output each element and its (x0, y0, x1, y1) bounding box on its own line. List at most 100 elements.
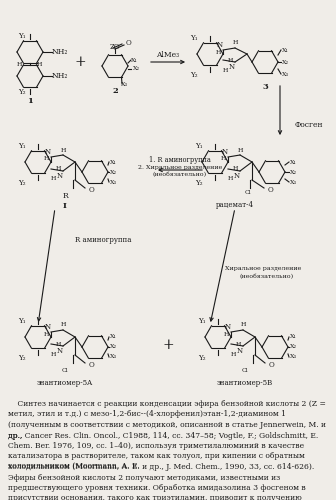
Text: H: H (230, 352, 236, 356)
Text: N: N (57, 347, 63, 355)
Text: N: N (222, 148, 228, 156)
Text: O: O (126, 39, 132, 47)
Text: 2: 2 (112, 87, 118, 95)
Text: H: H (227, 58, 233, 62)
Text: H: H (215, 50, 221, 54)
Text: X₂: X₂ (133, 66, 140, 70)
Text: энантиомер-5B: энантиомер-5B (217, 379, 273, 387)
Text: +: + (162, 338, 174, 352)
Text: N: N (237, 347, 243, 355)
Text: R: R (62, 192, 68, 200)
Text: Y₂: Y₂ (195, 179, 203, 187)
Text: Y₂: Y₂ (18, 354, 26, 362)
Text: X₁: X₁ (290, 160, 297, 164)
Text: X₃: X₃ (110, 180, 117, 184)
Text: X₁: X₁ (290, 334, 297, 340)
Text: рацемат-4: рацемат-4 (216, 201, 254, 209)
Text: Y₂: Y₂ (198, 354, 206, 362)
Text: H: H (237, 148, 243, 152)
Text: NH₂: NH₂ (52, 48, 68, 56)
Text: энантиомер-5A: энантиомер-5A (37, 379, 93, 387)
Text: (необязательно): (необязательно) (240, 274, 294, 278)
Text: N: N (45, 148, 51, 156)
Text: H: H (55, 342, 61, 346)
Text: Y₂: Y₂ (18, 88, 26, 96)
Text: H: H (227, 176, 233, 182)
Text: Y₁: Y₁ (18, 32, 26, 40)
Text: H: H (232, 40, 238, 44)
Text: X₃: X₃ (121, 82, 127, 86)
Text: H: H (50, 176, 56, 182)
Text: Y₂: Y₂ (190, 71, 198, 79)
Text: Хиральное разделение: Хиральное разделение (225, 266, 301, 270)
Text: Y₁: Y₁ (195, 142, 203, 150)
Text: R аминогруппа: R аминогруппа (75, 236, 131, 244)
Text: N: N (45, 323, 51, 331)
Text: 1: 1 (27, 97, 33, 105)
Text: др.,: др., (8, 432, 25, 440)
Text: H: H (60, 322, 66, 328)
Text: X₂: X₂ (110, 170, 117, 174)
Text: X₂: X₂ (290, 344, 297, 350)
Text: Y₁: Y₁ (18, 317, 26, 325)
Text: X₃: X₃ (110, 354, 117, 360)
Text: (полученным в соответствии с методикой, описанной в статье Jennerwein, M. и: (полученным в соответствии с методикой, … (8, 421, 326, 429)
Text: присутствии основания, такого как триэтиламин, приводит к получению: присутствии основания, такого как триэти… (8, 494, 302, 500)
Text: H: H (223, 332, 229, 336)
Text: H: H (50, 352, 56, 356)
Text: AlMe₃: AlMe₃ (157, 51, 179, 59)
Text: H: H (220, 156, 226, 162)
Text: X₃: X₃ (290, 180, 297, 184)
Text: N: N (234, 172, 240, 180)
Text: X₂: X₂ (290, 170, 297, 174)
Text: H: H (60, 148, 66, 152)
Text: Cl: Cl (242, 368, 248, 374)
Text: I: I (63, 202, 67, 210)
Text: H: H (232, 166, 238, 172)
Text: H: H (43, 332, 49, 336)
Text: H: H (37, 62, 42, 66)
Text: Синтез начинается с реакции конденсации эфира бензойной кислоты 2 (Z =: Синтез начинается с реакции конденсации … (8, 400, 326, 408)
Text: N: N (217, 41, 223, 49)
Text: метил, этил и т.д.) с мезо-1,2-бис-­(4-хлорфенил)этан-1,2-диамином 1: метил, этил и т.д.) с мезо-1,2-бис-­(4-х… (8, 410, 286, 418)
Text: 3: 3 (262, 83, 268, 91)
Text: H: H (222, 68, 228, 72)
Text: Y₁: Y₁ (198, 317, 206, 325)
Text: Chem. Ber. 1976, 109, сс. 1–40), используя триметилалюминий в качестве: Chem. Ber. 1976, 109, сс. 1–40), использ… (8, 442, 304, 450)
Text: H: H (55, 166, 61, 172)
Text: NH₂: NH₂ (52, 72, 68, 80)
Text: X₁: X₁ (282, 48, 289, 52)
Text: N: N (57, 172, 63, 180)
Text: Y₂: Y₂ (18, 179, 26, 187)
Text: X₃: X₃ (290, 354, 297, 360)
Text: Cl: Cl (61, 368, 68, 374)
Text: X₁: X₁ (131, 58, 138, 62)
Text: 2. Хиральное разделение: 2. Хиральное разделение (138, 164, 222, 170)
Text: предшествующего уровня техники. Обработка имидазолина 3 фосгеном в: предшествующего уровня техники. Обработк… (8, 484, 306, 492)
Text: Фосген: Фосген (295, 121, 324, 129)
Text: X₂: X₂ (282, 60, 289, 64)
Text: O: O (269, 361, 275, 369)
Text: +: + (74, 55, 86, 69)
Text: холодильником (Moormann, A. E. и др., J. Med. Chem., 1990, 33, сс. 614-626).: холодильником (Moormann, A. E. и др., J.… (8, 463, 314, 471)
Text: катализатора в растворителе, таком как толуол, при кипении с обратным: катализатора в растворителе, таком как т… (8, 452, 305, 460)
Text: O: O (268, 186, 274, 194)
Text: (необязательно): (необязательно) (153, 172, 207, 176)
Text: ZO: ZO (110, 43, 120, 51)
Text: др., Cancer Res. Clin. Oncol., C1988, 114, сс. 347–58; Vogtle, F.; Goldschmitt, : др., Cancer Res. Clin. Oncol., C1988, 11… (8, 432, 318, 440)
Text: H: H (235, 342, 241, 346)
Text: X₁: X₁ (110, 334, 117, 340)
Text: 1. R аминогруппа: 1. R аминогруппа (149, 156, 211, 164)
Text: H: H (43, 156, 49, 162)
Text: Y₁: Y₁ (190, 34, 198, 42)
Text: X₁: X₁ (110, 160, 117, 164)
Text: Y₁: Y₁ (18, 142, 26, 150)
Text: Cl: Cl (245, 190, 251, 196)
Text: O: O (89, 361, 95, 369)
Text: O: O (89, 186, 95, 194)
Text: холодильником (Moormann, A. E.: холодильником (Moormann, A. E. (8, 463, 140, 471)
Text: N: N (225, 323, 231, 331)
Text: H: H (240, 322, 246, 328)
Text: Эфиры бензойной кислоты 2 получают методиками, известными из: Эфиры бензойной кислоты 2 получают метод… (8, 474, 280, 482)
Text: N: N (229, 63, 235, 71)
